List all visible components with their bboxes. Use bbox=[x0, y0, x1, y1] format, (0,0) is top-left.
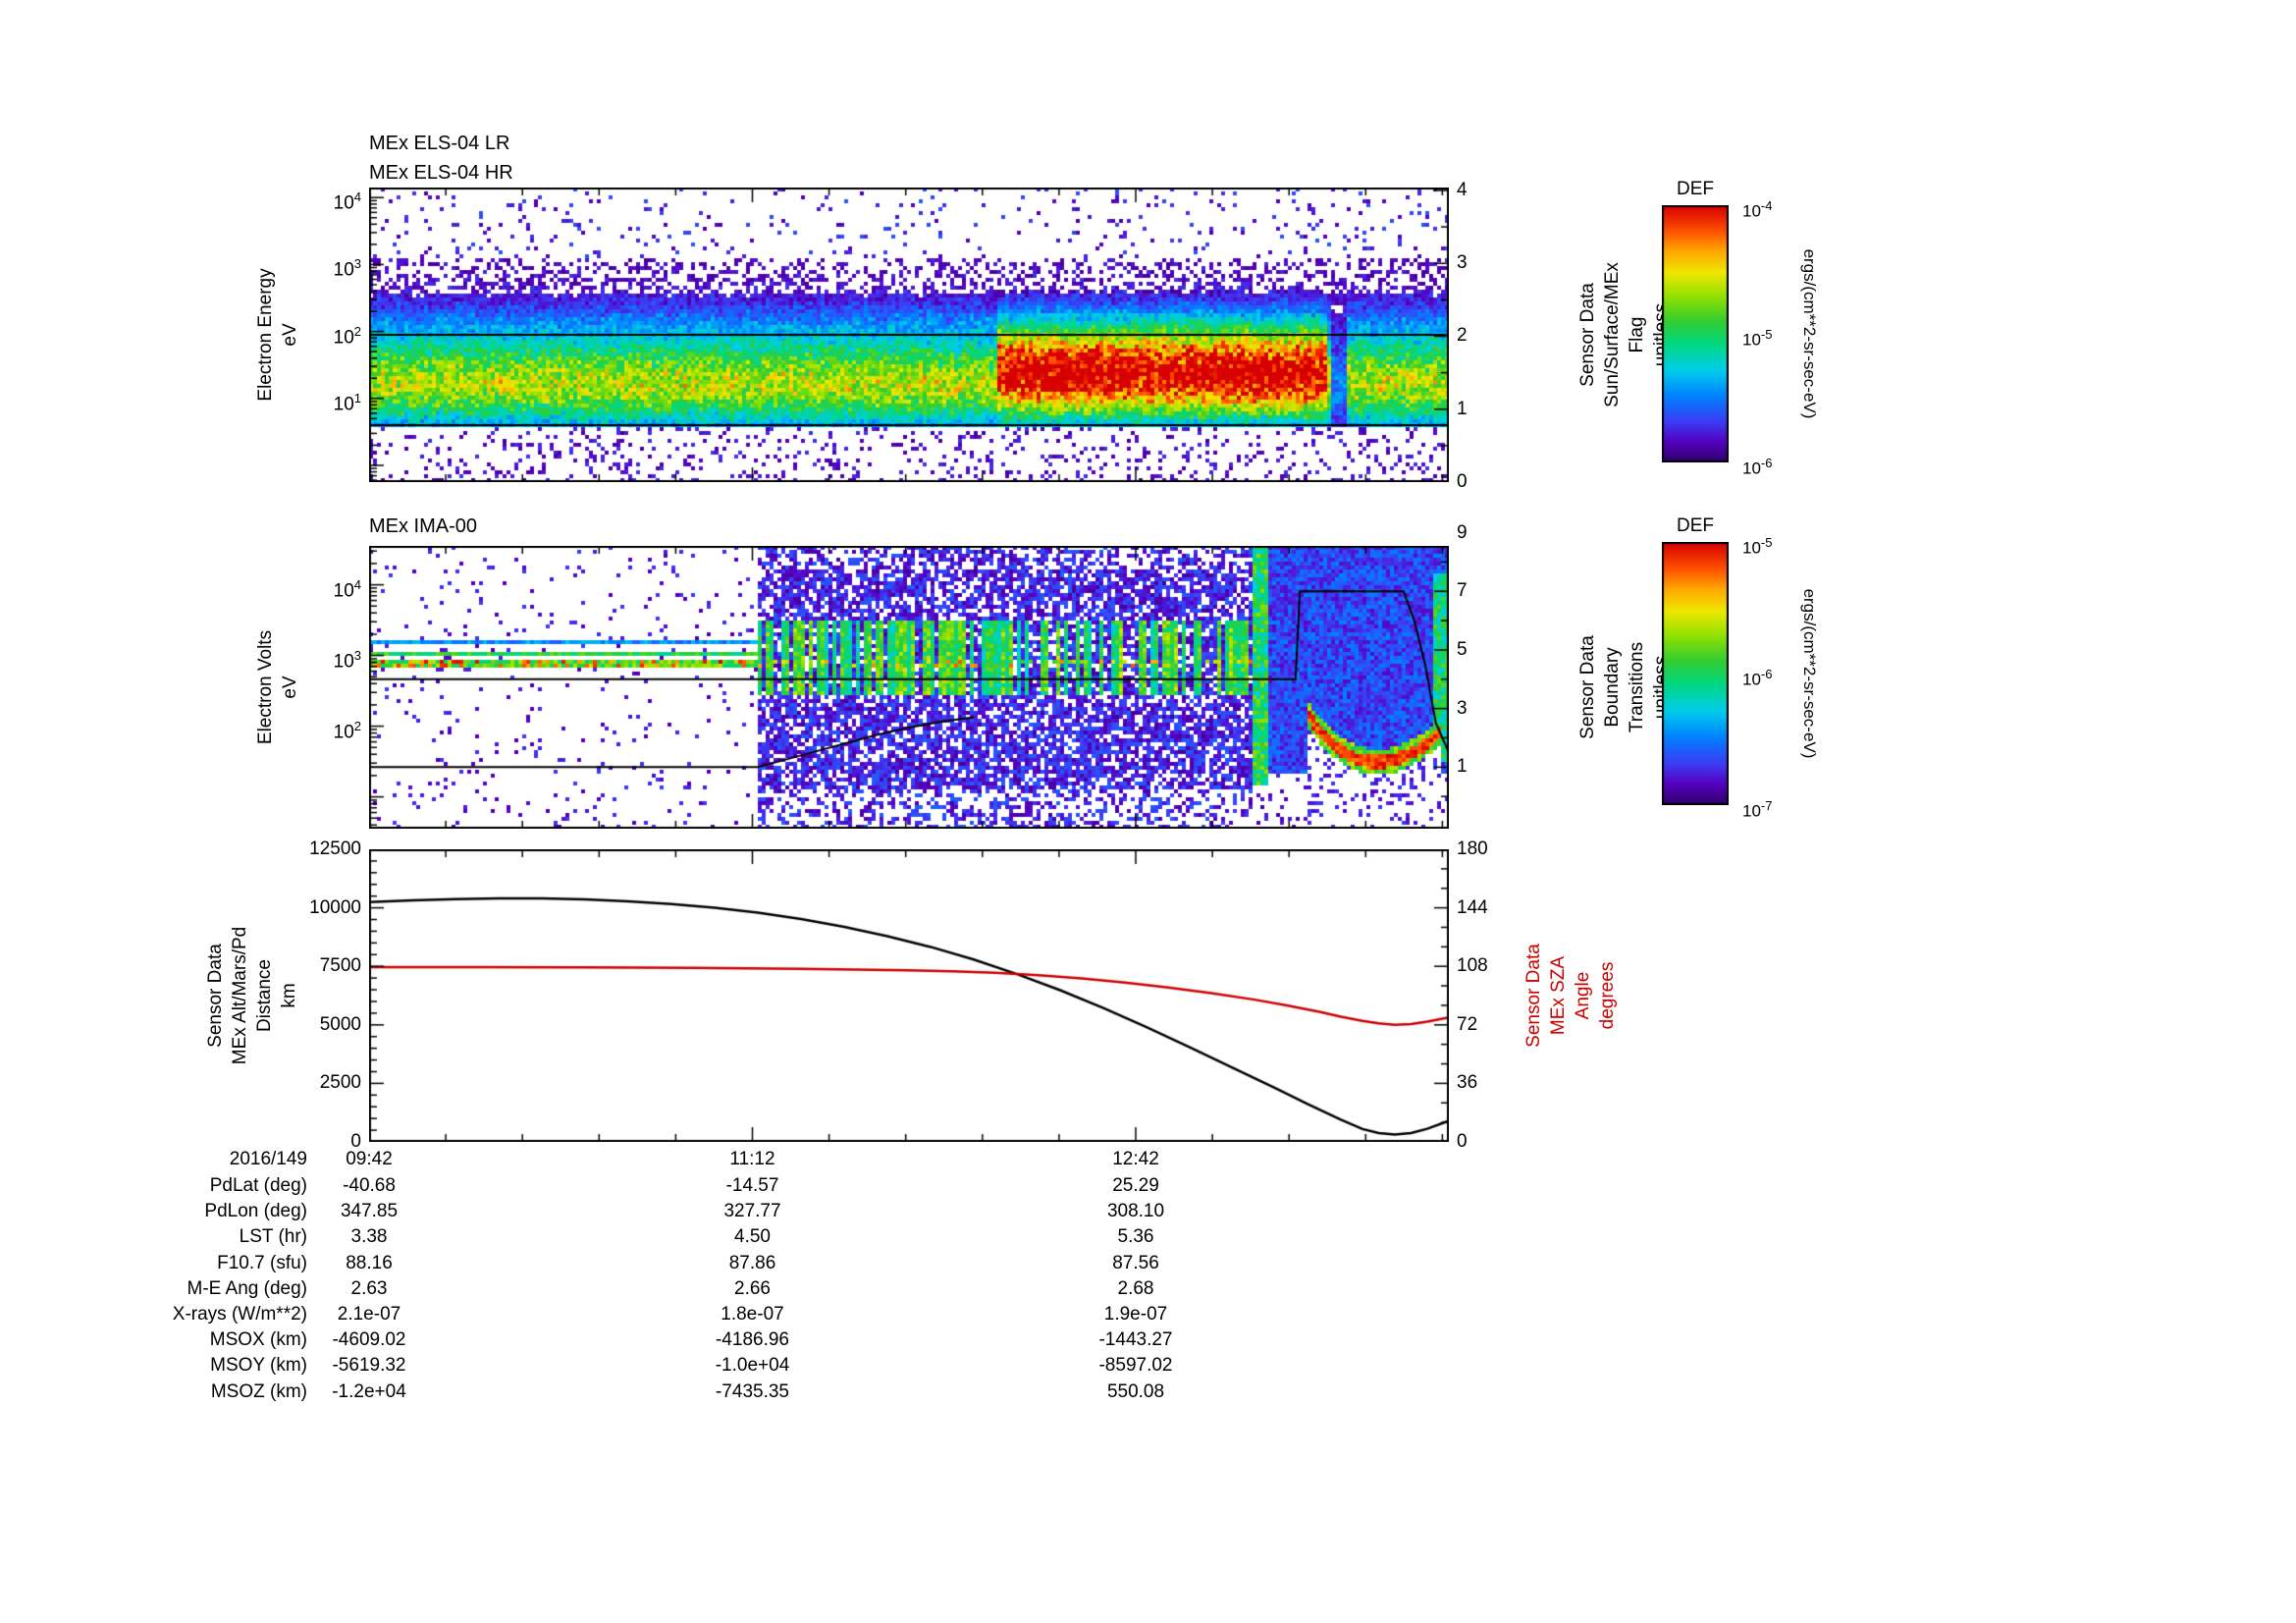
table-value-r4c3: 87.56 bbox=[1112, 1252, 1159, 1273]
table-row-label-5: M-E Ang (deg) bbox=[187, 1277, 308, 1299]
els-y-tick-10e4: 104 bbox=[333, 189, 361, 214]
colorbar1-tick-10e-4: 10-4 bbox=[1742, 198, 1773, 221]
table-value-r7c3: -1443.27 bbox=[1098, 1329, 1173, 1351]
table-value-r9c1: -1.2e+04 bbox=[332, 1380, 406, 1402]
ima-title: MEx IMA-00 bbox=[369, 515, 478, 537]
table-row-label-9: MSOZ (km) bbox=[210, 1380, 307, 1402]
series-right-tick-0: 0 bbox=[1457, 1131, 1468, 1152]
series-y-tick-7500: 7500 bbox=[319, 955, 361, 977]
table-value-r7c2: -4186.96 bbox=[715, 1329, 789, 1351]
series-right-tick-180: 180 bbox=[1457, 839, 1488, 859]
ima-y-tick-10e2: 102 bbox=[333, 718, 361, 742]
table-value-r5c1: 2.63 bbox=[350, 1277, 388, 1299]
ima-spectrogram-canvas bbox=[369, 546, 1449, 829]
els-title-lr: MEx ELS-04 LR bbox=[369, 133, 510, 154]
altitude-sza-chart-canvas bbox=[369, 849, 1449, 1142]
table-value-r9c3: 550.08 bbox=[1106, 1380, 1165, 1402]
series-y-tick-0: 0 bbox=[350, 1131, 361, 1152]
table-value-r6c1: 2.1e-07 bbox=[337, 1304, 401, 1325]
table-value-r8c2: -1.0e+04 bbox=[715, 1355, 790, 1377]
table-value-r4c1: 88.16 bbox=[346, 1252, 393, 1273]
ima-right-tick-7: 7 bbox=[1457, 580, 1468, 602]
series-right-tick-108: 108 bbox=[1457, 955, 1488, 977]
series-right-tick-144: 144 bbox=[1457, 896, 1488, 918]
table-row-label-1: PdLat (deg) bbox=[209, 1175, 307, 1196]
colorbar2-tick-10e-5: 10-5 bbox=[1742, 535, 1773, 558]
table-value-r9c2: -7435.35 bbox=[715, 1380, 789, 1402]
colorbar1-units-label: ergs/(cm**2-sr-sec-eV) bbox=[1800, 248, 1819, 419]
table-value-r2c1: 347.85 bbox=[340, 1201, 399, 1222]
table-value-r1c2: -14.57 bbox=[725, 1175, 779, 1196]
table-value-r3c1: 3.38 bbox=[350, 1226, 388, 1248]
table-value-r8c1: -5619.32 bbox=[332, 1355, 406, 1377]
ima-right-tick-5: 5 bbox=[1457, 638, 1468, 660]
els-right-tick-4: 4 bbox=[1457, 179, 1468, 200]
ima-right-axis-label: Sensor DataBoundaryTransitionsunitless bbox=[1577, 635, 1672, 739]
table-row-label-2: PdLon (deg) bbox=[204, 1201, 307, 1222]
colorbar2-units-label: ergs/(cm**2-sr-sec-eV) bbox=[1800, 588, 1819, 759]
series-y-tick-12500: 12500 bbox=[309, 839, 361, 859]
series-right-tick-36: 36 bbox=[1457, 1072, 1478, 1094]
table-row-label-3: LST (hr) bbox=[239, 1226, 307, 1248]
ima-y-tick-10e3: 103 bbox=[333, 647, 361, 672]
x-tick-09:42: 09:42 bbox=[346, 1149, 393, 1169]
els-right-tick-3: 3 bbox=[1457, 252, 1468, 274]
colorbar2-tick-10e-6: 10-6 bbox=[1742, 667, 1773, 689]
x-tick-12:42: 12:42 bbox=[1112, 1149, 1159, 1169]
series-y-tick-10000: 10000 bbox=[309, 896, 361, 918]
table-value-r7c1: -4609.02 bbox=[332, 1329, 406, 1351]
ima-y-tick-10e4: 104 bbox=[333, 576, 361, 601]
series-right-tick-72: 72 bbox=[1457, 1013, 1478, 1035]
colorbar2-tick-10e-7: 10-7 bbox=[1742, 798, 1773, 821]
table-row-label-8: MSOY (km) bbox=[210, 1355, 307, 1377]
table-value-r1c3: 25.29 bbox=[1112, 1175, 1159, 1196]
table-value-r2c3: 308.10 bbox=[1106, 1201, 1165, 1222]
colorbar2 bbox=[1662, 542, 1729, 805]
els-right-tick-1: 1 bbox=[1457, 398, 1468, 419]
table-value-r4c2: 87.86 bbox=[728, 1252, 776, 1273]
els-y-tick-10e2: 102 bbox=[333, 323, 361, 348]
table-row-label-4: F10.7 (sfu) bbox=[217, 1252, 307, 1273]
table-value-r1c1: -40.68 bbox=[343, 1175, 396, 1196]
els-right-tick-0: 0 bbox=[1457, 471, 1468, 492]
table-row-label-6: X-rays (W/m**2) bbox=[172, 1304, 307, 1325]
els-title-hr: MEx ELS-04 HR bbox=[369, 162, 513, 184]
series-y-tick-2500: 2500 bbox=[319, 1072, 361, 1094]
table-value-r5c2: 2.66 bbox=[734, 1277, 771, 1299]
colorbar1-tick-10e-6: 10-6 bbox=[1742, 456, 1773, 478]
table-value-r6c3: 1.9e-07 bbox=[1103, 1304, 1168, 1325]
table-value-r8c3: -8597.02 bbox=[1098, 1355, 1173, 1377]
series-y-tick-5000: 5000 bbox=[319, 1013, 361, 1035]
ima-right-tick-9: 9 bbox=[1457, 521, 1468, 543]
table-value-r6c2: 1.8e-07 bbox=[721, 1304, 784, 1325]
els-y-tick-10e1: 101 bbox=[333, 390, 361, 415]
series-left-axis-label: Sensor Data MEx Alt/Mars/Pd Distance km bbox=[205, 926, 299, 1065]
x-tick-11:12: 11:12 bbox=[729, 1149, 775, 1169]
ima-right-tick-1: 1 bbox=[1457, 756, 1468, 778]
x-axis-date-label: 2016/149 bbox=[229, 1149, 307, 1169]
table-row-label-7: MSOX (km) bbox=[209, 1329, 307, 1351]
table-value-r2c2: 327.77 bbox=[723, 1201, 781, 1222]
table-value-r5c3: 2.68 bbox=[1117, 1277, 1154, 1299]
els-spectrogram-canvas bbox=[369, 188, 1449, 482]
colorbar1-tick-10e-5: 10-5 bbox=[1742, 327, 1773, 350]
colorbar1 bbox=[1662, 205, 1729, 462]
colorbar2-title: DEF bbox=[1677, 515, 1714, 536]
table-value-r3c3: 5.36 bbox=[1117, 1226, 1154, 1248]
els-right-tick-2: 2 bbox=[1457, 325, 1468, 347]
ima-right-tick-3: 3 bbox=[1457, 697, 1468, 719]
colorbar1-title: DEF bbox=[1677, 179, 1714, 199]
table-value-r3c2: 4.50 bbox=[734, 1226, 771, 1248]
els-y-tick-10e3: 103 bbox=[333, 256, 361, 281]
